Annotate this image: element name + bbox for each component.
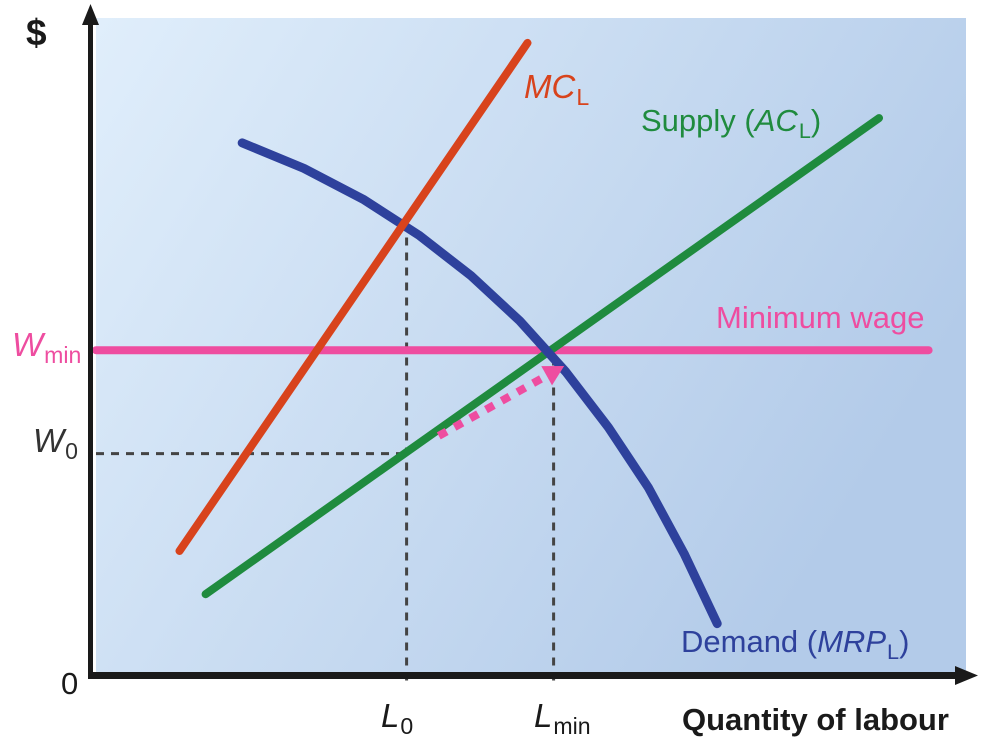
w0-axis-label: W0 <box>33 422 78 462</box>
mc-curve-label: MCL <box>524 68 589 108</box>
axes <box>82 4 978 685</box>
arrow-shaft <box>436 372 549 440</box>
w-min-axis-label: Wmin <box>12 326 81 366</box>
mc-curve-label-var: MC <box>524 68 576 105</box>
y-axis-arrowhead-icon <box>82 4 99 25</box>
demand-line <box>237 138 722 629</box>
wage-increase-arrow <box>436 365 565 440</box>
supply-curve-label-suffix: ) <box>810 103 822 138</box>
demand-curve-label-prefix: Demand ( <box>681 624 818 659</box>
l0-axis-label: L0 <box>381 697 413 737</box>
mc-line <box>175 38 532 555</box>
l0-sub: 0 <box>400 712 414 739</box>
w-min-sub: min <box>44 341 82 368</box>
demand-curve-label: Demand (MRPL) <box>681 624 910 662</box>
mc-curve-label-sub: L <box>576 83 590 110</box>
l-min-var: L <box>534 697 553 734</box>
plot-area-background <box>96 18 966 672</box>
demand-curve-label-suffix: ) <box>899 624 910 659</box>
l0-var: L <box>381 697 400 734</box>
demand-curve-label-sub: L <box>887 638 900 664</box>
supply-curve-label-var: AC <box>754 103 798 138</box>
x-axis-arrowhead-icon <box>955 666 978 685</box>
y-axis-title: $ <box>26 12 47 53</box>
arrowhead-icon <box>541 365 565 386</box>
w-min-var: W <box>12 326 44 363</box>
supply-curve-label: Supply (ACL) <box>641 103 822 141</box>
origin-label: 0 <box>61 666 79 701</box>
demand-curve-label-var: MRP <box>817 624 886 659</box>
l-min-sub: min <box>553 712 591 739</box>
supply-curve-label-prefix: Supply ( <box>641 103 755 138</box>
minimum-wage-label: Minimum wage <box>716 300 925 335</box>
w0-sub: 0 <box>65 437 78 464</box>
w0-var: W <box>33 422 65 459</box>
l-min-axis-label: Lmin <box>534 697 591 737</box>
supply-curve-label-sub: L <box>798 117 811 143</box>
supply-line <box>201 114 883 599</box>
x-axis-title: Quantity of labour <box>682 702 949 737</box>
curves <box>92 38 933 629</box>
